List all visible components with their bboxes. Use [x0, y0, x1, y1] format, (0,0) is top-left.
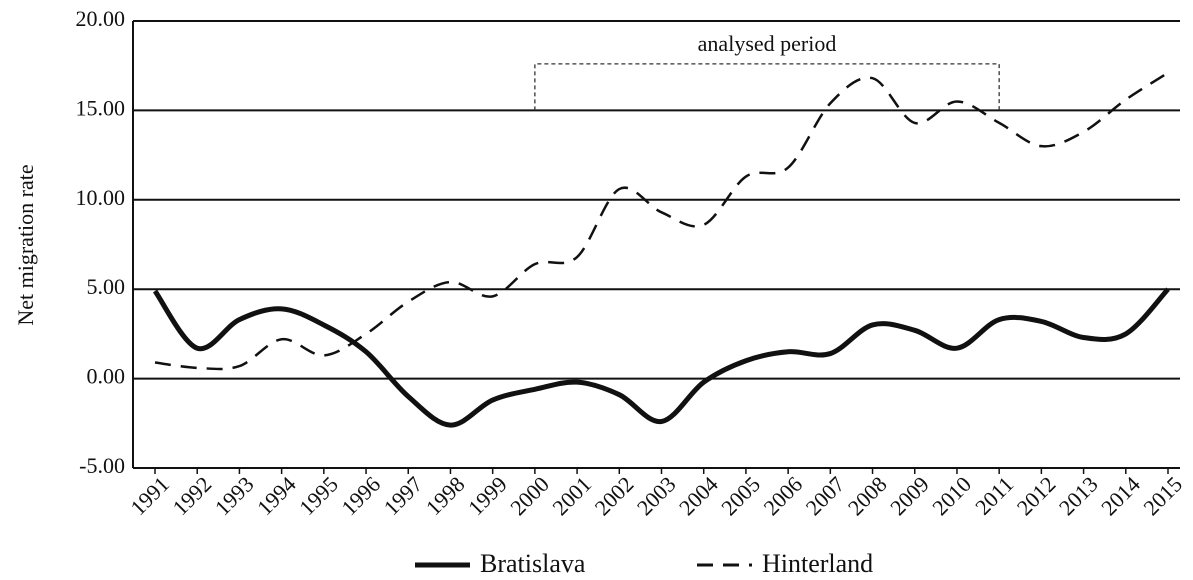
legend-label: Bratislava	[480, 549, 586, 578]
annotation-bracket	[534, 63, 1000, 111]
x-tick-label: 1997	[379, 471, 428, 520]
y-tick-label: 0.00	[87, 364, 126, 389]
y-tick-label: 15.00	[76, 95, 126, 120]
legend-label: Hinterland	[762, 549, 873, 578]
x-tick-label: 1998	[421, 471, 470, 520]
x-tick-label: 2015	[1138, 471, 1187, 520]
x-tick-label: 2007	[801, 471, 850, 520]
x-tick-label: 2010	[927, 471, 976, 520]
y-tick-label: 5.00	[87, 274, 126, 299]
y-tick-label: 20.00	[76, 6, 126, 31]
x-tick-label: 2001	[547, 471, 596, 520]
y-axis-label: Net migration rate	[13, 164, 38, 325]
annotation-text: analysed period	[698, 31, 837, 56]
y-tick-label: -5.00	[79, 453, 125, 478]
series-line	[154, 71, 1169, 371]
x-tick-label: 2000	[505, 471, 554, 520]
x-tick-label: 1994	[252, 471, 301, 520]
x-tick-label: 2002	[590, 471, 639, 520]
x-tick-label: 1995	[294, 471, 343, 520]
x-tick-label: 2012	[1012, 471, 1061, 520]
x-tick-label: 1992	[168, 471, 217, 520]
y-tick-label: 10.00	[76, 185, 126, 210]
x-tick-label: 2005	[716, 471, 765, 520]
x-tick-label: 1999	[463, 471, 512, 520]
x-tick-label: 2006	[758, 471, 807, 520]
x-tick-label: 1996	[336, 471, 385, 520]
x-tick-label: 2014	[1096, 471, 1145, 520]
x-tick-label: 2003	[632, 471, 681, 520]
x-tick-label: 2013	[1054, 471, 1103, 520]
x-tick-label: 1993	[210, 471, 259, 520]
x-tick-label: 2009	[885, 471, 934, 520]
x-tick-label: 2011	[970, 471, 1018, 519]
series-line	[152, 287, 1170, 428]
x-tick-label: 1991	[125, 471, 174, 520]
x-tick-label: 2004	[674, 471, 723, 520]
x-tick-label: 2008	[843, 471, 892, 520]
